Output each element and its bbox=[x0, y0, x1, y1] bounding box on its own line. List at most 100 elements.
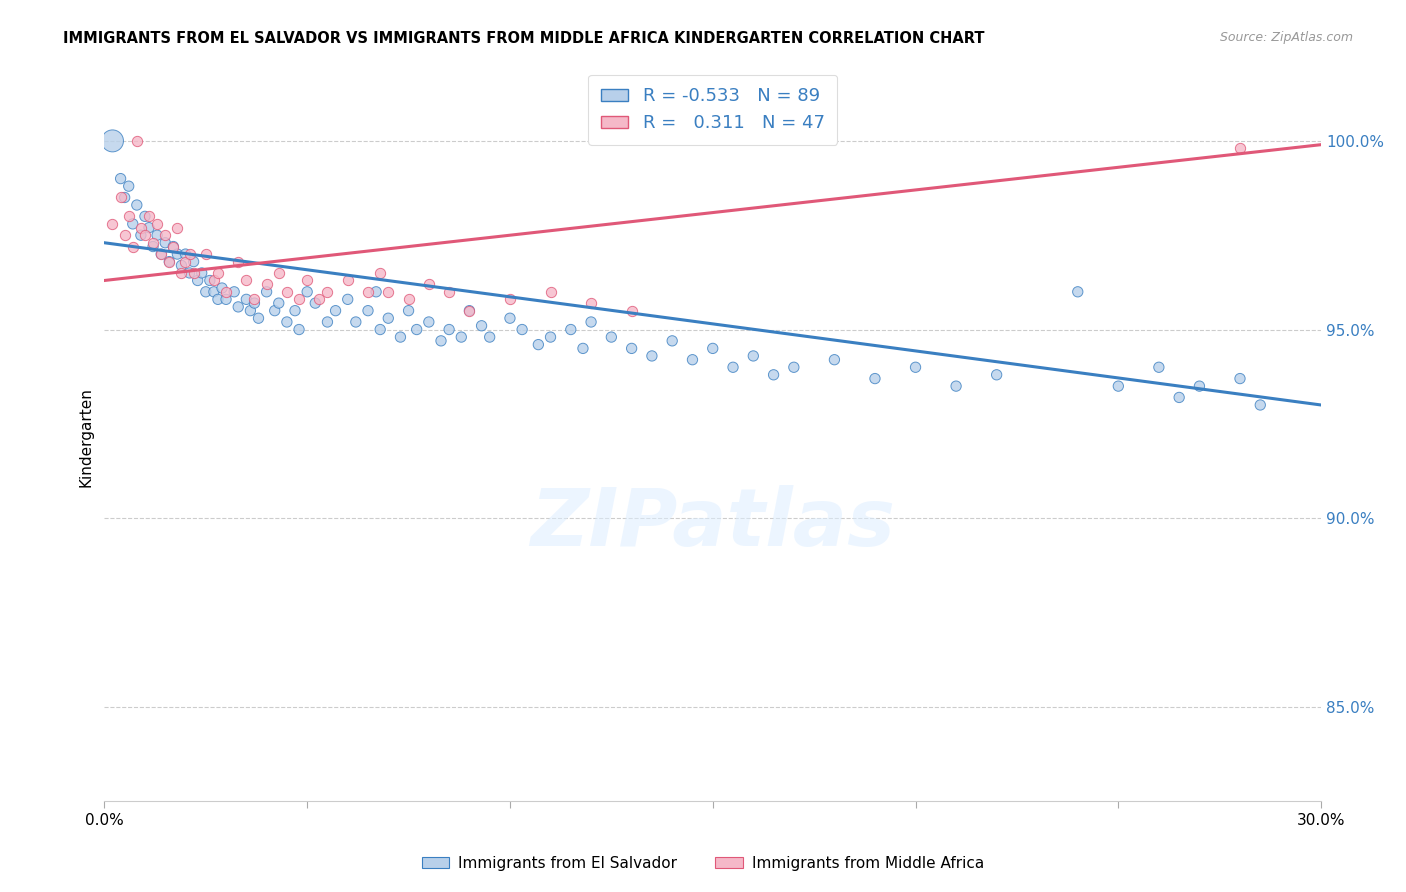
Point bbox=[986, 368, 1008, 382]
Point bbox=[316, 285, 339, 299]
Point bbox=[155, 228, 177, 243]
Point bbox=[357, 303, 380, 318]
Point bbox=[308, 293, 330, 307]
Point bbox=[1249, 398, 1271, 412]
Point bbox=[211, 281, 233, 295]
Point bbox=[560, 322, 582, 336]
Point bbox=[295, 273, 318, 287]
Point bbox=[288, 322, 311, 336]
Point bbox=[527, 337, 550, 351]
Point bbox=[721, 360, 744, 375]
Point bbox=[540, 330, 562, 344]
Point bbox=[762, 368, 785, 382]
Point bbox=[304, 296, 326, 310]
Point bbox=[316, 315, 339, 329]
Point bbox=[398, 303, 420, 318]
Point bbox=[243, 296, 266, 310]
Point bbox=[101, 134, 124, 148]
Point bbox=[125, 134, 148, 148]
Point bbox=[1188, 379, 1211, 393]
Point bbox=[742, 349, 765, 363]
Point bbox=[620, 342, 643, 356]
Point bbox=[430, 334, 453, 348]
Point bbox=[288, 293, 311, 307]
Point bbox=[1147, 360, 1170, 375]
Point bbox=[155, 235, 177, 250]
Point bbox=[510, 322, 533, 336]
Point bbox=[146, 217, 169, 231]
Point bbox=[174, 254, 197, 268]
Point bbox=[243, 293, 266, 307]
Point bbox=[256, 285, 278, 299]
Point bbox=[418, 315, 440, 329]
Point bbox=[162, 239, 184, 253]
Point bbox=[437, 285, 460, 299]
Point bbox=[336, 293, 359, 307]
Point bbox=[398, 293, 420, 307]
Point bbox=[150, 247, 173, 261]
Point bbox=[129, 228, 152, 243]
Point bbox=[118, 210, 141, 224]
Point bbox=[702, 342, 724, 356]
Point bbox=[904, 360, 927, 375]
Point bbox=[823, 352, 845, 367]
Point bbox=[166, 247, 188, 261]
Point bbox=[190, 266, 212, 280]
Point bbox=[157, 254, 180, 268]
Point bbox=[478, 330, 501, 344]
Point bbox=[377, 285, 399, 299]
Point bbox=[235, 273, 257, 287]
Point bbox=[357, 285, 380, 299]
Point bbox=[499, 293, 522, 307]
Point bbox=[138, 210, 160, 224]
Point bbox=[263, 303, 285, 318]
Point bbox=[215, 285, 238, 299]
Text: IMMIGRANTS FROM EL SALVADOR VS IMMIGRANTS FROM MIDDLE AFRICA KINDERGARTEN CORREL: IMMIGRANTS FROM EL SALVADOR VS IMMIGRANT… bbox=[63, 31, 984, 46]
Point bbox=[344, 315, 367, 329]
Point bbox=[114, 190, 136, 204]
Legend: Immigrants from El Salvador, Immigrants from Middle Africa: Immigrants from El Salvador, Immigrants … bbox=[416, 850, 990, 877]
Point bbox=[174, 247, 197, 261]
Point bbox=[207, 293, 229, 307]
Point bbox=[129, 220, 152, 235]
Point bbox=[437, 322, 460, 336]
Point bbox=[138, 220, 160, 235]
Point bbox=[336, 273, 359, 287]
Point bbox=[142, 239, 165, 253]
Point bbox=[1168, 391, 1191, 405]
Point bbox=[157, 254, 180, 268]
Point bbox=[284, 303, 307, 318]
Point bbox=[1107, 379, 1129, 393]
Point bbox=[134, 210, 156, 224]
Point bbox=[114, 228, 136, 243]
Point bbox=[945, 379, 967, 393]
Legend: R = -0.533   N = 89, R =   0.311   N = 47: R = -0.533 N = 89, R = 0.311 N = 47 bbox=[588, 75, 837, 145]
Point bbox=[579, 315, 602, 329]
Point bbox=[418, 277, 440, 292]
Point bbox=[368, 266, 391, 280]
Point bbox=[224, 285, 246, 299]
Point bbox=[166, 220, 188, 235]
Text: Source: ZipAtlas.com: Source: ZipAtlas.com bbox=[1219, 31, 1353, 45]
Point bbox=[118, 179, 141, 194]
Point bbox=[198, 273, 221, 287]
Text: ZIPatlas: ZIPatlas bbox=[530, 485, 896, 564]
Point bbox=[377, 311, 399, 326]
Y-axis label: Kindergarten: Kindergarten bbox=[79, 387, 93, 487]
Point bbox=[368, 322, 391, 336]
Point bbox=[110, 190, 132, 204]
Point bbox=[1229, 371, 1251, 385]
Point bbox=[458, 303, 481, 318]
Point bbox=[121, 217, 143, 231]
Point bbox=[276, 285, 298, 299]
Point bbox=[1067, 285, 1090, 299]
Point bbox=[146, 228, 169, 243]
Point bbox=[256, 277, 278, 292]
Point bbox=[1229, 141, 1251, 155]
Point bbox=[194, 247, 217, 261]
Point bbox=[276, 315, 298, 329]
Point bbox=[150, 247, 173, 261]
Point bbox=[783, 360, 806, 375]
Point bbox=[572, 342, 595, 356]
Point bbox=[226, 254, 249, 268]
